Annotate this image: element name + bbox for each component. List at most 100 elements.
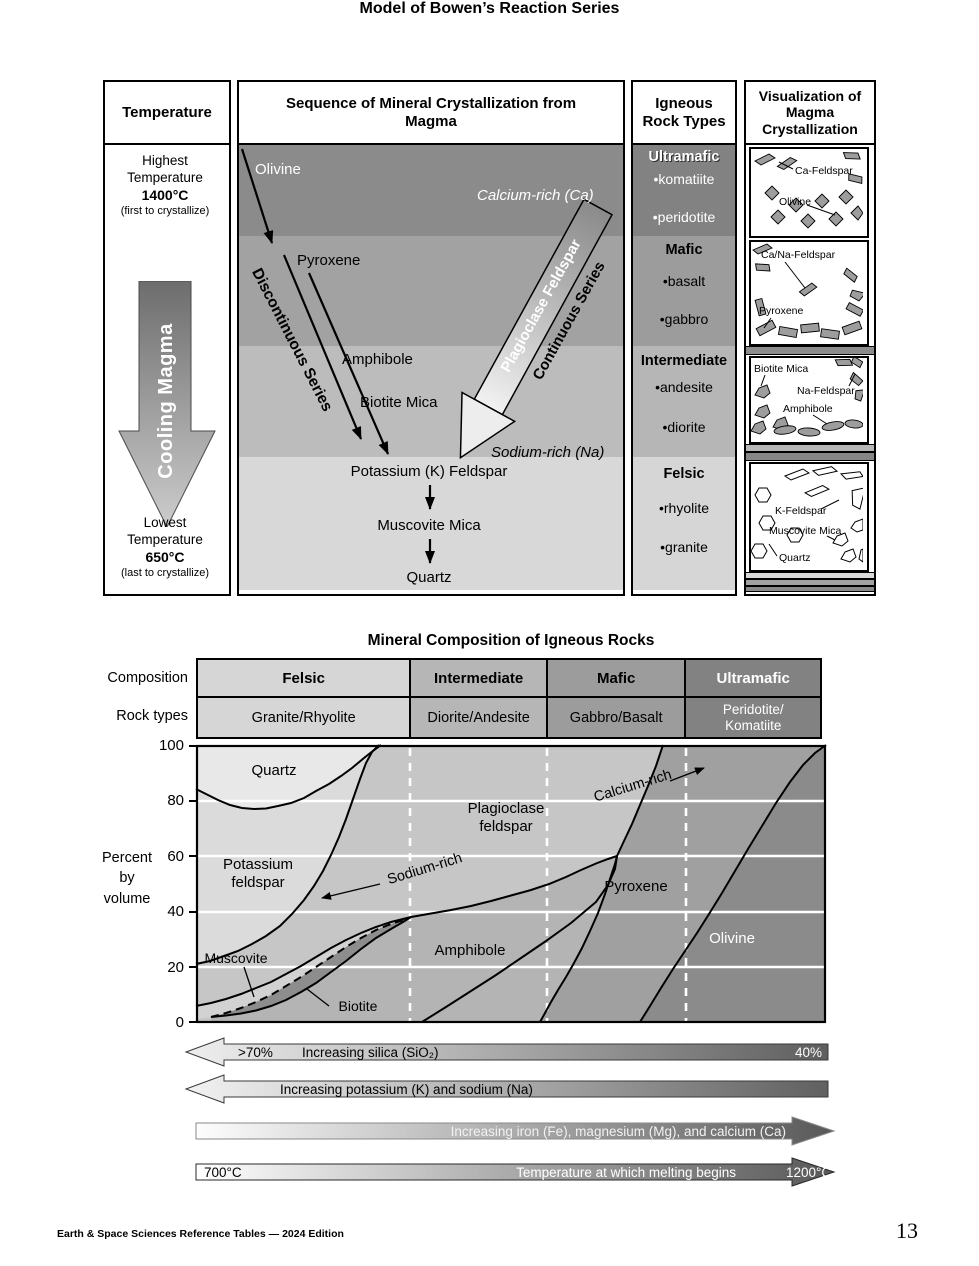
viz-intermediate-graphic: Biotite Mica Na-Feldspar Amphibole xyxy=(750,355,866,437)
highest-temperature-note: (first to crystallize) xyxy=(120,205,210,217)
rock-group-felsic: Felsic •rhyolite •granite xyxy=(633,457,735,590)
viz-label-quartz: Quartz xyxy=(779,552,811,564)
sequence-band-felsic xyxy=(239,457,623,590)
sequence-header: Sequence of Mineral Crystallization from… xyxy=(239,82,623,145)
composition-row-label: Composition xyxy=(107,670,188,686)
temperature-header: Temperature xyxy=(105,82,229,145)
iron-magnesium-arrow-shape xyxy=(195,1116,836,1146)
rocktypes-cell-felsic: Granite/Rhyolite xyxy=(198,698,412,737)
silica-arrow-shape xyxy=(184,1037,829,1067)
rock-group-mafic: Mafic •basalt •gabbro xyxy=(633,236,735,346)
viz-ultramafic-graphic: Ca-Feldspar Olivine xyxy=(754,152,864,229)
composition-table: Felsic Intermediate Mafic Ultramafic Gra… xyxy=(196,658,822,739)
y-tick-60: 60 xyxy=(167,848,184,865)
composition-title: Mineral Composition of Igneous Rocks xyxy=(367,632,655,649)
chart-label-muscovite: Muscovite xyxy=(204,950,267,966)
viz-label-amphibole: Amphibole xyxy=(783,403,833,415)
viz-label-na-feldspar: Na-Feldspar xyxy=(797,385,855,397)
visualization-column: Visualization of Magma Crystallization xyxy=(744,80,876,596)
melting-temperature-scale-arrow: 700°C Temperature at which melting begin… xyxy=(195,1157,836,1187)
rock-group-intermediate: Intermediate •andesite •diorite xyxy=(633,346,735,457)
viz-label-k-feldspar: K-Feldspar xyxy=(775,505,827,517)
sequence-column: Sequence of Mineral Crystallization from… xyxy=(237,80,625,596)
rocktypes-cell-mafic: Gabbro/Basalt xyxy=(547,698,687,737)
viz-panel-mafic: Ca/Na-Feldspar Pyroxene xyxy=(749,240,869,346)
rock-group-name: Intermediate xyxy=(640,353,728,369)
potassium-sodium-scale-arrow: Increasing potassium (K) and sodium (Na) xyxy=(184,1074,829,1104)
temperature-column: Temperature Highest Temperature 1400°C (… xyxy=(103,80,231,596)
rock-item: •gabbro xyxy=(659,311,709,327)
viz-label-ca-na-feldspar: Ca/Na-Feldspar xyxy=(761,249,836,261)
viz-label-olivine: Olivine xyxy=(779,196,811,208)
viz-stripe-dark xyxy=(746,586,874,592)
footer-edition-text: Earth & Space Sciences Reference Tables … xyxy=(57,1228,344,1240)
silica-scale-arrow: >70% Increasing silica (SiO₂) 40% xyxy=(184,1037,829,1067)
lowest-temperature-value: 650°C xyxy=(145,549,185,565)
gridlines xyxy=(198,799,824,969)
rock-item: •rhyolite xyxy=(658,500,710,516)
igneous-rock-types-column: Igneous Rock Types Ultramafic •komatiite… xyxy=(631,80,737,596)
composition-cell-ultramafic: Ultramafic xyxy=(686,660,820,696)
silica-label: Increasing silica (SiO₂) xyxy=(302,1045,439,1060)
rocktypes-cell-ultramafic: Peridotite/ Komatiite xyxy=(686,698,820,737)
region-biotite xyxy=(211,917,411,1017)
sodium-rich-label: Sodium-rich (Na) xyxy=(491,444,605,461)
visualization-header: Visualization of Magma Crystallization xyxy=(746,82,874,145)
rock-group-name: Mafic xyxy=(665,242,703,258)
rock-group-name: Felsic xyxy=(663,466,705,482)
calcium-rich-label: Calcium-rich (Ca) xyxy=(477,187,594,204)
rock-item: •diorite xyxy=(662,419,706,435)
discontinuous-series-label: Discontinuous Series xyxy=(248,266,336,415)
rocktypes-ultramafic-line2: Komatiite xyxy=(725,717,782,733)
igneous-header: Igneous Rock Types xyxy=(633,82,735,145)
y-axis-title: Percent by volume xyxy=(102,850,152,907)
rock-group-name: Ultramafic xyxy=(648,149,720,165)
viz-felsic-graphic: K-Feldspar Muscovite Mica Quartz xyxy=(750,466,866,564)
region-olivine xyxy=(640,745,826,1023)
viz-panel-intermediate: Biotite Mica Na-Feldspar Amphibole xyxy=(749,355,869,444)
viz-stripe-light xyxy=(746,572,874,579)
composition-cell-felsic: Felsic xyxy=(198,660,412,696)
chart-border xyxy=(195,744,827,1024)
viz-label-ca-feldspar: Ca-Feldspar xyxy=(795,165,853,177)
pyroxene-label: Pyroxene xyxy=(297,252,361,269)
page-number: 13 xyxy=(896,1218,918,1243)
chart-label-olivine: Olivine xyxy=(709,930,755,947)
muscovite-mica-label: Muscovite Mica xyxy=(377,517,481,534)
y-tick-80: 80 xyxy=(167,792,184,809)
viz-label-biotite-mica: Biotite Mica xyxy=(754,363,808,375)
biotite-leader-line xyxy=(306,988,330,1007)
y-tick-100: 100 xyxy=(158,737,184,754)
highest-temperature-value: 1400°C xyxy=(141,187,189,203)
viz-stripe-medium xyxy=(746,579,874,586)
rock-group-ultramafic: Ultramafic •komatiite •peridotite xyxy=(633,145,735,236)
cooling-magma-arrow-shape xyxy=(118,281,216,527)
silica-right-value: 40% xyxy=(795,1045,822,1060)
viz-label-muscovite-mica: Muscovite Mica xyxy=(769,525,842,537)
iron-magnesium-label: Increasing iron (Fe), magnesium (Mg), an… xyxy=(451,1124,786,1139)
lowest-temperature-label: Lowest Temperature xyxy=(127,515,203,547)
potassium-sodium-arrow-shape xyxy=(184,1074,829,1104)
rock-types-row-label: Rock types xyxy=(116,708,188,724)
biotite-mica-label: Biotite Mica xyxy=(360,394,438,411)
boundary-curves xyxy=(195,744,827,1023)
y-tick-0: 0 xyxy=(175,1014,184,1031)
amphibole-label: Amphibole xyxy=(342,351,413,368)
mineral-composition-chart: Quartz Potassium feldspar Plagioclase fe… xyxy=(189,744,827,1024)
viz-separator xyxy=(746,452,874,461)
chart-label-plagioclase-2: feldspar xyxy=(479,818,532,835)
cooling-magma-label: Cooling Magma xyxy=(155,323,177,479)
region-amphibole xyxy=(211,856,617,1023)
y-tick-20: 20 xyxy=(167,959,184,976)
region-quartz xyxy=(196,745,381,809)
y-tick-40: 40 xyxy=(167,903,184,920)
chart-label-plagioclase-1: Plagioclase xyxy=(468,800,545,817)
rock-item: •granite xyxy=(660,539,708,555)
rock-item: •komatiite xyxy=(653,171,715,187)
melting-label: Temperature at which melting begins xyxy=(516,1165,736,1180)
muscovite-leader-line xyxy=(243,966,255,998)
chart-label-potassium-1: Potassium xyxy=(223,856,293,873)
chart-label-amphibole: Amphibole xyxy=(435,942,506,959)
silica-left-value: >70% xyxy=(238,1045,273,1060)
melting-right-value: 1200°C xyxy=(786,1165,831,1180)
